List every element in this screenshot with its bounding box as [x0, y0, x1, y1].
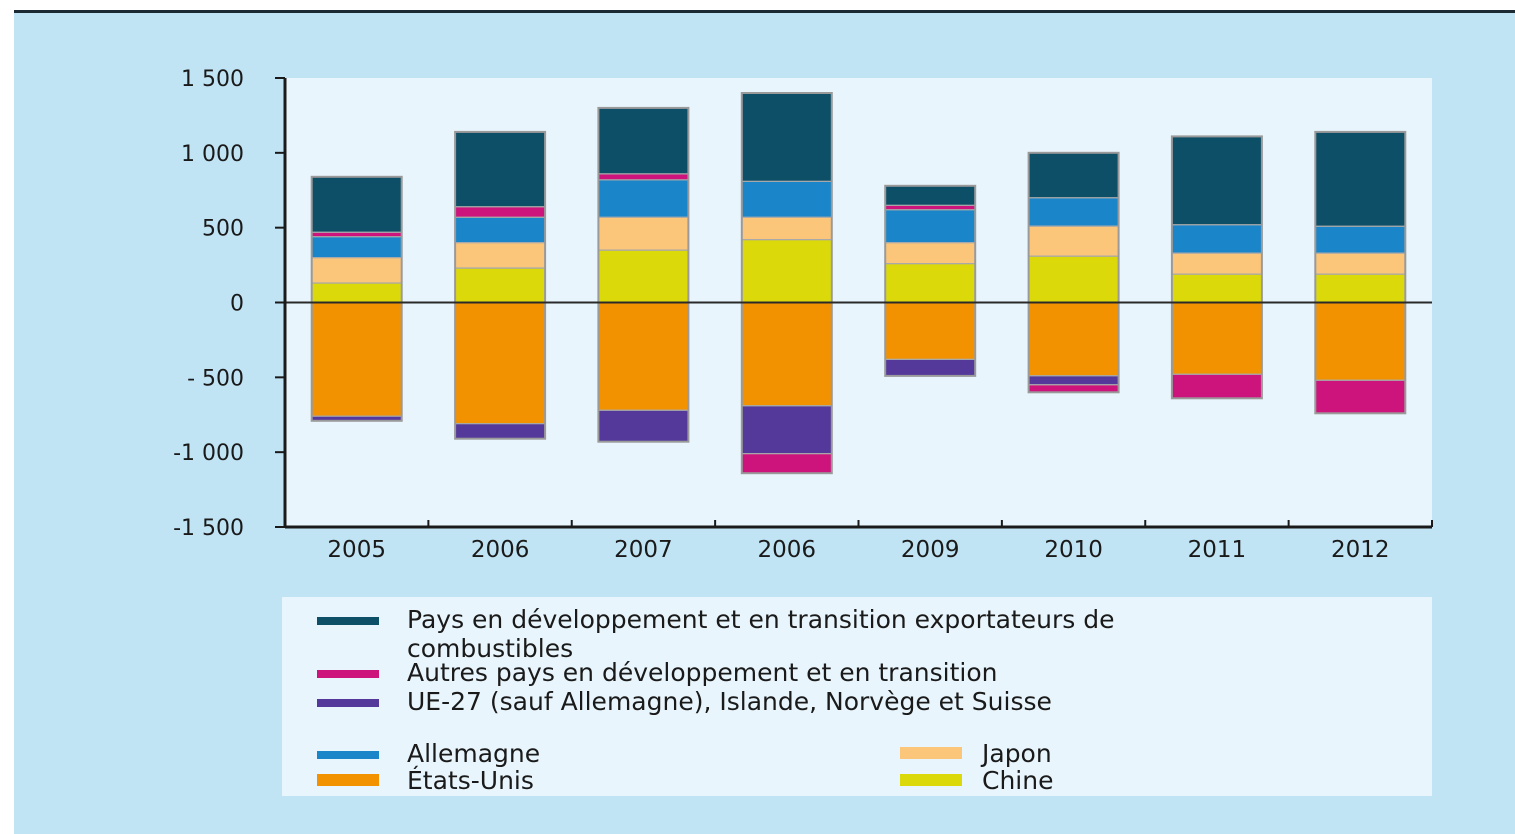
bar-segment — [1171, 273, 1263, 304]
bar-segment — [1314, 252, 1406, 275]
bar-outline — [740, 92, 833, 475]
y-tick-label: - 500 — [187, 366, 244, 391]
legend-swatch — [317, 699, 379, 707]
bar-segment — [1314, 225, 1406, 254]
bar-segment — [1314, 379, 1406, 414]
bar-segment — [454, 242, 546, 269]
bar-segment — [741, 453, 833, 474]
bar-outline — [597, 106, 690, 443]
legend: Pays en développement et en transition e… — [282, 597, 1432, 796]
bar-segment — [741, 180, 833, 218]
bar-segment — [454, 301, 546, 425]
legend-label: Chine — [982, 766, 1054, 795]
bar-segment — [884, 358, 976, 377]
bar-segment — [884, 301, 976, 361]
x-tick-label: 2012 — [1331, 537, 1390, 563]
bar-outline — [884, 184, 977, 377]
bar-layer — [310, 92, 1407, 475]
x-tick-label: 2006 — [758, 537, 817, 563]
bar-segment — [741, 239, 833, 304]
bar-segment — [311, 282, 403, 304]
x-tick-label: 2011 — [1188, 537, 1247, 563]
legend-label: Allemagne — [407, 739, 541, 768]
bar-segment — [311, 236, 403, 259]
bar-segment — [884, 185, 976, 206]
bar-segment — [1171, 301, 1263, 375]
bar-segment — [1027, 197, 1120, 227]
bar-segment — [884, 242, 976, 265]
legend-swatch — [900, 774, 962, 786]
y-tick-label: 1 500 — [181, 67, 244, 92]
bar-segment — [597, 301, 690, 411]
legend-label: Pays en développement et en transition e… — [407, 605, 1115, 663]
legend-label: États-Unis — [407, 766, 534, 795]
bar-outline — [310, 175, 403, 422]
bar-segment — [741, 405, 833, 455]
bar-segment — [1027, 225, 1120, 257]
bar-outline — [1027, 151, 1120, 394]
top-rule — [14, 10, 1515, 13]
bar-segment — [454, 267, 546, 304]
bar-segment — [454, 216, 546, 244]
bar-segment — [1027, 301, 1120, 377]
y-tick-label: 0 — [230, 292, 244, 317]
bar-segment — [741, 92, 833, 182]
bar-segment — [1027, 152, 1120, 199]
legend-swatch — [317, 670, 379, 678]
bar-segment — [1314, 301, 1406, 381]
bar-outline — [1314, 130, 1407, 415]
x-tick-label: 2010 — [1044, 537, 1103, 563]
legend-label: UE-27 (sauf Allemagne), Islande, Norvège… — [407, 687, 1052, 716]
legend-swatch — [900, 747, 962, 759]
bar-segment — [597, 179, 690, 218]
bar-segment — [311, 257, 403, 284]
bar-segment — [597, 107, 690, 175]
bar-segment — [597, 216, 690, 251]
y-tick-label: -1 000 — [173, 441, 244, 466]
bar-segment — [1171, 224, 1263, 254]
y-tick-label: 500 — [202, 217, 244, 242]
legend-label: Autres pays en développement et en trans… — [407, 658, 998, 687]
y-tick-labels: 1 500 1 000 500 0 - 500 -1 000 -1 500 — [173, 67, 244, 541]
x-tick-label: 2006 — [471, 537, 530, 563]
bar-segment — [454, 206, 546, 218]
axes-layer — [275, 77, 1433, 529]
legend-swatch — [317, 617, 379, 625]
y-tick-label: 1 000 — [181, 142, 244, 167]
legend-label: Japon — [982, 739, 1052, 768]
bar-segment — [741, 301, 833, 407]
x-tick-labels: 2005 2006 2007 2006 2009 2010 2011 2012 — [327, 537, 1389, 563]
bar-segment — [1027, 384, 1120, 393]
bar-segment — [597, 249, 690, 304]
x-tick-label: 2005 — [327, 537, 386, 563]
legend-swatch — [317, 774, 379, 786]
bar-outline — [1170, 135, 1263, 400]
bar-segment — [454, 423, 546, 440]
x-tick-label: 2007 — [614, 537, 673, 563]
bar-segment — [311, 231, 403, 238]
y-tick-label: -1 500 — [173, 516, 244, 541]
bar-segment — [884, 263, 976, 304]
bar-segment — [1027, 375, 1120, 386]
bar-segment — [1171, 373, 1263, 399]
bar-segment — [597, 173, 690, 181]
x-tick-label: 2009 — [901, 537, 960, 563]
bar-segment — [1171, 252, 1263, 275]
bar-segment — [311, 301, 403, 417]
bar-segment — [1314, 273, 1406, 304]
bar-segment — [1314, 131, 1406, 227]
legend-swatch — [317, 751, 379, 759]
bar-segment — [1171, 135, 1263, 226]
bar-segment — [597, 409, 690, 443]
bar-segment — [311, 176, 403, 233]
bar-segment — [1027, 255, 1120, 304]
bar-outline — [454, 130, 547, 440]
bar-segment — [454, 131, 546, 208]
bar-segment — [884, 209, 976, 244]
bar-segment — [741, 216, 833, 241]
